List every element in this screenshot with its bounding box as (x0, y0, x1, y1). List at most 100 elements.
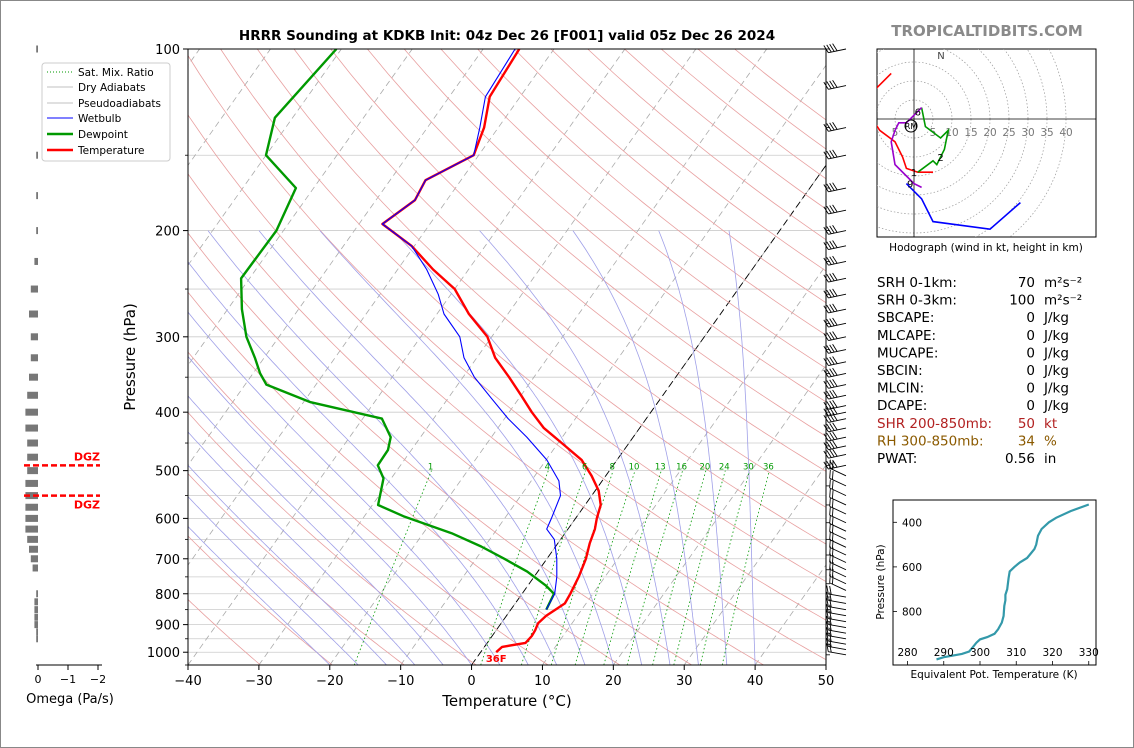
legend-label: Temperature (77, 145, 145, 157)
legend-label: Dry Adiabats (78, 82, 146, 94)
stat-unit: J/kg (1043, 345, 1069, 361)
omega-panel: 0 −1 −2 DGZ DGZ (24, 45, 106, 686)
omega-bar (27, 467, 38, 475)
hodograph-segment (877, 72, 933, 173)
barb-flag (829, 515, 831, 524)
barb-flag (823, 442, 829, 450)
stat-unit: kt (1044, 416, 1057, 432)
wind-barb (826, 615, 847, 628)
barb-flag (831, 568, 834, 578)
omega-bar (36, 590, 38, 598)
pseudoadiabat-line (188, 395, 444, 665)
wind-barb (823, 367, 847, 378)
barb-flag (831, 532, 834, 541)
wind-barb (823, 288, 847, 299)
legend-label: Pseudoadiabats (78, 98, 161, 110)
barb-flag (831, 490, 834, 499)
barb-flag (829, 479, 831, 489)
isotherm-line (188, 49, 626, 665)
mixing-ratio-label: 16 (676, 463, 687, 473)
hodograph-ring-label: 25 (1002, 127, 1015, 139)
storm-motion-label: RM (905, 122, 918, 131)
barb-flag (829, 531, 831, 540)
skewt-background (188, 49, 826, 665)
series-dewpoint-line (239, 49, 556, 611)
pseudoadiabat-line (188, 496, 359, 665)
stat-label: SBCAPE: (877, 310, 934, 326)
wind-barb (823, 356, 847, 366)
mixing-ratio-line (652, 470, 707, 665)
barb-flag (826, 585, 829, 594)
barb-flag (829, 225, 835, 234)
theta-e-frame (892, 499, 1097, 666)
isotherm-line (542, 264, 826, 665)
barb-flag (831, 554, 834, 564)
stat-label: DCAPE: (877, 398, 927, 414)
omega-bar (32, 564, 38, 572)
barb-flag (829, 459, 831, 469)
barb-flag (823, 408, 829, 417)
wind-barb (823, 317, 847, 328)
barb-flag (832, 288, 838, 297)
barb-flag (826, 414, 832, 423)
theta-e-xlabel: Equivalent Pot. Temperature (K) (910, 669, 1077, 681)
barb-flag (829, 506, 831, 516)
barb-flag (829, 400, 835, 409)
theta-e-clipped-layer (936, 503, 1090, 661)
barb-flag (829, 598, 832, 608)
barb-flag (826, 632, 829, 642)
barb-flag (832, 389, 838, 398)
wind-barb (823, 255, 847, 266)
barb-flag (829, 616, 832, 625)
skewt-plot-area: 1 4 6 8 10 13 16 20 24 30 36 36F (188, 49, 826, 665)
pseudoadiabat-line (392, 230, 643, 665)
hodograph-height-label: 1 (911, 168, 917, 179)
legend-label: Sat. Mix. Ratio (78, 67, 154, 79)
barb-flag (832, 149, 838, 158)
dry-adiabat-line (367, 49, 826, 437)
wind-barb (823, 378, 847, 389)
barb-flag (829, 638, 832, 648)
barb-flag (829, 413, 835, 422)
hodograph-frame (876, 48, 1097, 238)
wind-barb (829, 459, 847, 477)
barb-flag (826, 450, 832, 458)
stat-value: 100 (1009, 293, 1035, 309)
wind-barb (823, 406, 847, 417)
barb-flag (829, 567, 831, 577)
barb-flag (832, 344, 838, 352)
barb-flag (826, 369, 832, 377)
theta-e-x-tick-label: 320 (1042, 647, 1062, 659)
hodograph-ring-label: 40 (1059, 127, 1072, 139)
omega-bar (34, 621, 38, 629)
mixing-ratio-line (673, 470, 726, 665)
barb-flag (823, 461, 829, 470)
legend-label: Wetbulb (78, 113, 122, 125)
theta-e-y-tick-label: 600 (902, 562, 922, 574)
isotherm-line (683, 464, 826, 665)
omega-tick-label: −2 (90, 673, 106, 686)
omega-bar (25, 479, 38, 487)
wind-barb (826, 610, 847, 623)
barb-flag (829, 643, 832, 653)
barb-shaft (829, 467, 847, 477)
hodograph-ring-label: 20 (983, 127, 996, 139)
y-tick-label: 400 (155, 406, 180, 421)
wind-barb (823, 422, 847, 433)
mixing-ratio-line (550, 470, 614, 665)
omega-bar (34, 606, 38, 614)
theta-e-ylabel: Pressure (hPa) (875, 544, 887, 619)
barb-flag (826, 643, 829, 652)
wind-barb (826, 637, 847, 651)
barb-flag (826, 610, 829, 619)
barb-flag (823, 333, 829, 341)
barb-flag (829, 546, 831, 555)
wind-barb (823, 240, 847, 251)
pseudoadiabat-line (188, 525, 331, 665)
omega-bar (25, 503, 38, 511)
dry-adiabat-line (220, 49, 826, 583)
barb-flag (829, 440, 835, 449)
barb-flag (832, 331, 838, 339)
x-tick-label: 50 (818, 674, 835, 689)
x-tick-label: 0 (467, 674, 475, 689)
